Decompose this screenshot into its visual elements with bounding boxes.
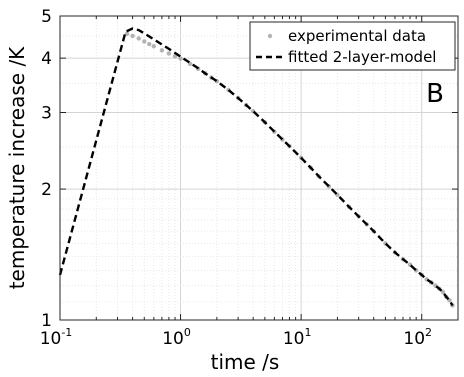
legend-box [249,21,456,71]
y-tick-label: 2 [41,180,52,200]
legend-entry-fitted-model: fitted 2-layer-model [288,48,436,66]
legend-symbol-experimental-data [267,33,273,39]
experimental-data-point [440,289,446,295]
experimental-data-point [136,36,141,41]
y-axis-label: temperature increase /K [5,46,29,289]
y-tick-label: 3 [41,103,52,123]
y-tick-label: 5 [41,7,52,27]
experimental-data-point [166,51,172,56]
y-tick-label: 1 [41,311,52,331]
x-tick-label: 102 [403,326,432,349]
experimental-data-point [159,48,165,53]
x-axis-label: time /s [211,350,280,374]
legend-entry-experimental-data: experimental data [288,27,426,45]
x-tick-label: 101 [283,326,312,349]
experimental-data-point [142,39,147,44]
experimental-data-point [172,54,178,59]
experimental-data-point [130,33,135,39]
panel-label: B [426,79,444,109]
experimental-data-point [151,44,157,49]
x-tick-label: 10-1 [40,326,73,349]
plot-series [58,27,455,308]
legend: experimental data fitted 2-layer-model [249,21,456,71]
experimental-data-point [147,41,152,47]
plot-frame [59,15,459,321]
y-tick-label: 4 [41,49,52,69]
x-tick-label: 100 [162,326,191,349]
fitted-model-line [58,27,454,307]
experimental-data-point [178,56,183,61]
tick-labels: 1 2 3 4 5 10-1 100 101 102 [40,7,432,349]
